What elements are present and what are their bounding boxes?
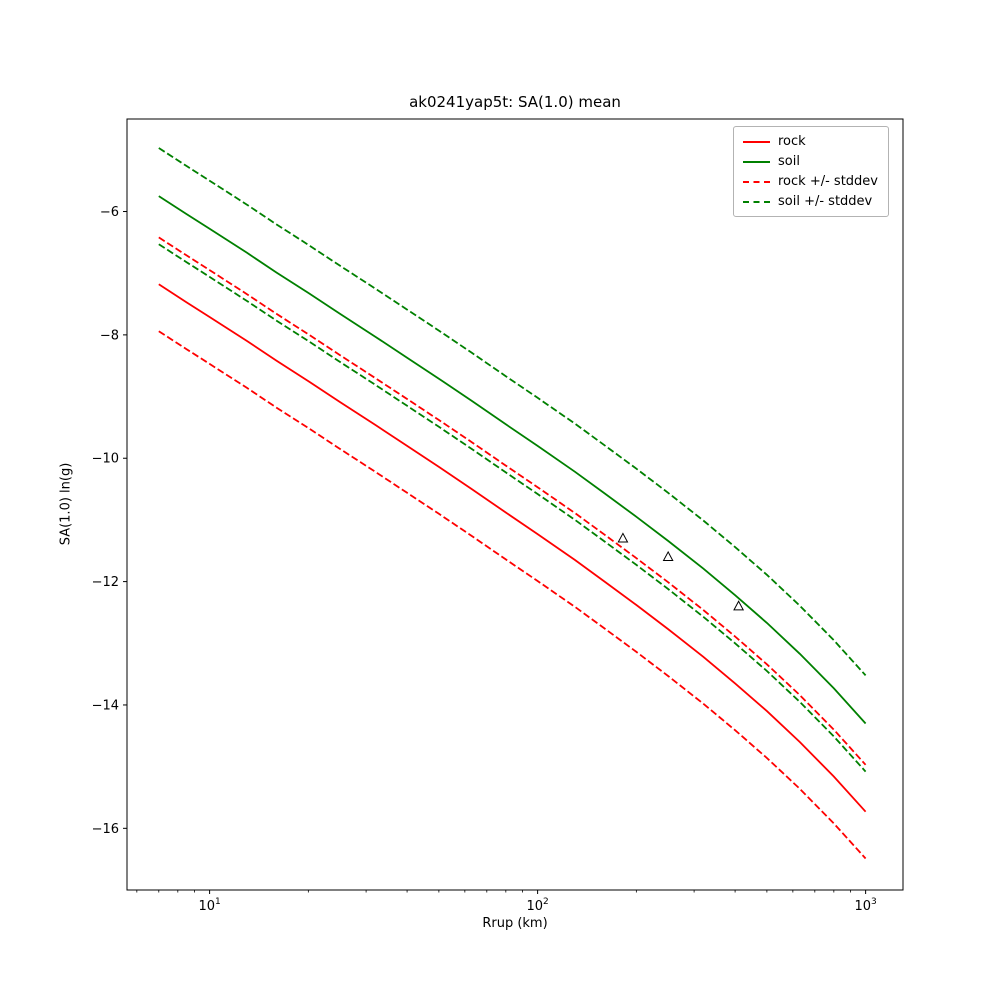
series-soil (158, 195, 867, 725)
y-tick-label: −6 (100, 205, 119, 220)
legend-line-sample-soil-stddev (743, 200, 770, 203)
legend-line-sample-rock-stddev (743, 180, 770, 183)
series-rock-stddev (158, 330, 867, 860)
legend-line-sample-rock (743, 140, 770, 143)
x-axis-label: Rrup (km) (482, 916, 548, 931)
triangle-marker (733, 600, 745, 611)
y-tick-label: −8 (100, 328, 119, 343)
legend-label: rock (778, 134, 806, 149)
x-tick-label: 103 (854, 897, 876, 914)
series-soil-stddev (158, 147, 867, 677)
legend-line-sample-soil (743, 160, 770, 163)
y-tick-label: −10 (92, 452, 119, 467)
series-soil-stddev (158, 243, 867, 773)
legend-item-rock-stddev: rock +/- stddev (743, 174, 878, 189)
y-tick-label: −14 (92, 698, 119, 713)
legend-label: rock +/- stddev (778, 174, 878, 189)
y-tick-label: −16 (92, 822, 119, 837)
legend-item-soil: soil (743, 154, 878, 169)
axes-box (126, 118, 904, 891)
y-axis-label: SA(1.0) ln(g) (58, 462, 74, 546)
x-tick-label: 102 (526, 897, 548, 914)
triangle-marker (617, 532, 629, 543)
legend-item-rock: rock (743, 134, 878, 149)
triangle-marker (662, 550, 674, 562)
legend-item-soil-stddev: soil +/- stddev (743, 194, 878, 209)
series-rock-stddev (158, 236, 867, 766)
legend: rock soil rock +/- stddev soil +/- stdde… (733, 126, 889, 217)
chart-title: ak0241yap5t: SA(1.0) mean (409, 93, 621, 111)
x-tick-label: 101 (198, 897, 220, 914)
legend-label: soil +/- stddev (778, 194, 873, 209)
legend-label: soil (778, 154, 800, 169)
series-rock (158, 283, 867, 813)
y-tick-label: −12 (92, 575, 119, 590)
